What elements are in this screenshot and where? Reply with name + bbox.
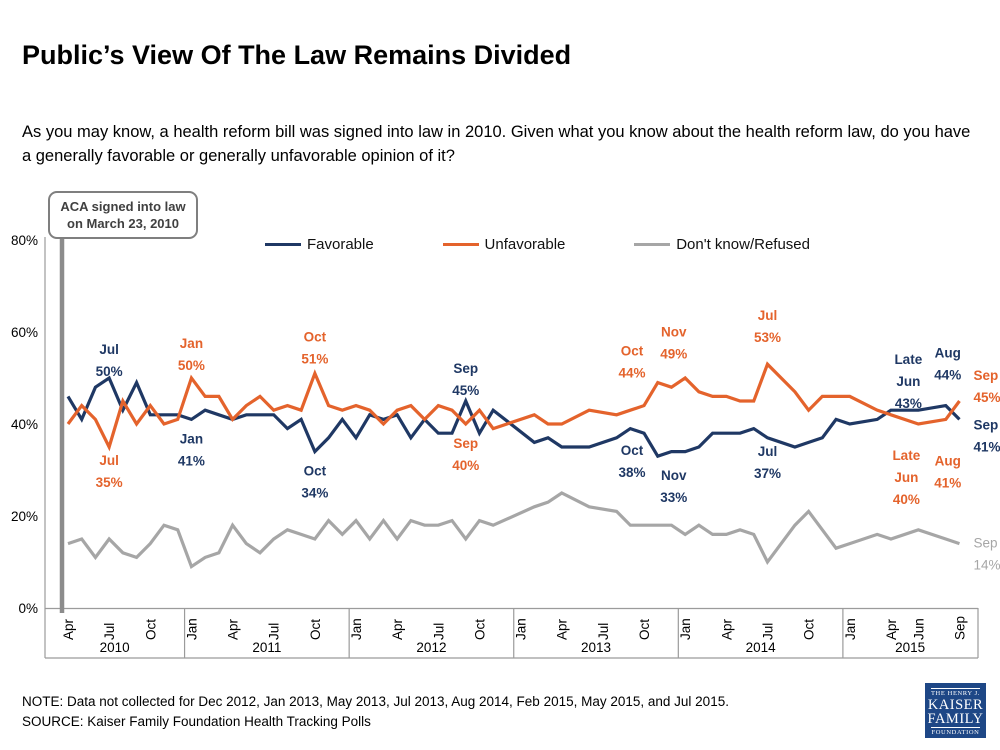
chart-note: NOTE: Data not collected for Dec 2012, J… (22, 694, 729, 709)
point-label-late-jun-43pct: Late Jun 43% (894, 352, 922, 411)
point-label-aug-41pct: Aug 41% (934, 453, 961, 490)
year-label: 2014 (746, 640, 777, 655)
point-label-nov-33pct: Nov 33% (660, 468, 687, 505)
point-label-jul-35pct: Jul 35% (96, 453, 123, 490)
x-tick-label: Apr (226, 618, 241, 640)
x-tick-label: Oct (472, 619, 487, 640)
year-label: 2015 (895, 640, 925, 655)
x-tick-label: Jun (911, 618, 926, 640)
x-tick-label: Jul (102, 623, 117, 640)
point-label-sep-14pct: Sep 14% (973, 536, 1000, 573)
point-label-jan-41pct: Jan 41% (178, 431, 205, 468)
x-tick-label: Jul (267, 623, 282, 640)
x-tick-label: Jan (678, 618, 693, 640)
point-label-oct-34pct: Oct 34% (301, 464, 328, 501)
favorable-line-swatch-icon (265, 242, 301, 247)
y-tick-label: 40% (11, 417, 38, 432)
dont-know-line-swatch-icon (634, 242, 671, 247)
legend-item-unfavorable: Unfavorable (442, 236, 566, 253)
point-label-oct-44pct: Oct 44% (619, 344, 646, 381)
page-title: Public’s View Of The Law Remains Divided (22, 40, 572, 70)
x-tick-label: Jul (596, 623, 611, 640)
x-tick-label: Oct (637, 619, 652, 640)
aca-annotation-line2: on March 23, 2010 (67, 216, 179, 231)
year-label: 2011 (252, 640, 281, 655)
logo-family: FAMILY (927, 710, 984, 727)
survey-question-text: As you may know, a health reform bill wa… (22, 123, 971, 165)
dont-know-line (67, 491, 960, 570)
point-label-oct-51pct: Oct 51% (301, 329, 328, 366)
x-tick-label: Oct (143, 619, 158, 640)
point-label-jul-37pct: Jul 37% (754, 444, 781, 481)
x-tick-label: Jan (184, 618, 199, 640)
logo-foundation: FOUNDATION (931, 728, 980, 736)
x-tick-label: Jul (431, 623, 446, 640)
y-tick-label: 20% (11, 509, 38, 524)
legend-label-dont-know: Don't know/Refused (676, 236, 810, 253)
x-tick-label: Jan (349, 618, 364, 640)
point-label-late-jun-40pct: Late Jun 40% (892, 448, 920, 507)
x-tick-label: Apr (61, 618, 76, 640)
logo-henry-j: THE HENRY J. (930, 689, 981, 697)
chart-source: SOURCE: Kaiser Family Foundation Health … (22, 714, 371, 729)
point-label-nov-49pct: Nov 49% (660, 325, 687, 362)
unfavorable-line (66, 361, 961, 452)
legend-label-unfavorable: Unfavorable (484, 236, 566, 253)
legend-item-dont-know: Don't know/Refused (634, 236, 810, 253)
x-tick-label: Jul (760, 623, 775, 640)
y-tick-label: 60% (11, 325, 38, 340)
x-tick-label: Oct (802, 619, 817, 640)
kaiser-family-foundation-logo: THE HENRY J. KAISER FAMILY FOUNDATION (925, 683, 986, 738)
logo-bottom-rule (931, 726, 980, 728)
point-label-sep-40pct: Sep 40% (452, 436, 479, 473)
point-label-sep-45pct: Sep 45% (973, 368, 1000, 405)
chart-legend: Favorable Unfavorable Don't know/Refused (265, 236, 810, 253)
x-tick-label: Apr (555, 618, 570, 640)
year-label: 2010 (100, 640, 130, 655)
point-label-jan-50pct: Jan 50% (178, 336, 205, 373)
point-label-jul-50pct: Jul 50% (96, 342, 123, 379)
point-label-sep-45pct: Sep 45% (452, 361, 479, 398)
point-label-sep-41pct: Sep 41% (973, 417, 1000, 454)
x-tick-label: Jan (514, 618, 529, 640)
legend-item-favorable: Favorable (265, 236, 374, 253)
point-label-jul-53pct: Jul 53% (754, 308, 781, 345)
x-tick-label: Apr (884, 618, 899, 640)
year-label: 2013 (581, 640, 611, 655)
x-tick-label: Sep (952, 616, 967, 640)
point-label-aug-44pct: Aug 44% (934, 346, 961, 383)
x-tick-label: Jan (843, 618, 858, 640)
legend-label-favorable: Favorable (307, 236, 374, 253)
logo-kaiser: KAISER (927, 696, 984, 713)
year-label: 2012 (416, 640, 446, 655)
aca-annotation-line1: ACA signed into law (60, 199, 186, 214)
aca-annotation-callout: ACA signed into law on March 23, 2010 (48, 191, 198, 239)
point-label-oct-38pct: Oct 38% (619, 443, 646, 480)
unfavorable-line-swatch-icon (442, 242, 479, 247)
y-tick-label: 80% (11, 233, 38, 248)
x-tick-label: Apr (719, 618, 734, 640)
x-tick-label: Oct (308, 619, 323, 640)
logo-top-rule (931, 687, 980, 689)
x-tick-label: Apr (390, 618, 405, 640)
y-tick-label: 0% (18, 601, 38, 616)
